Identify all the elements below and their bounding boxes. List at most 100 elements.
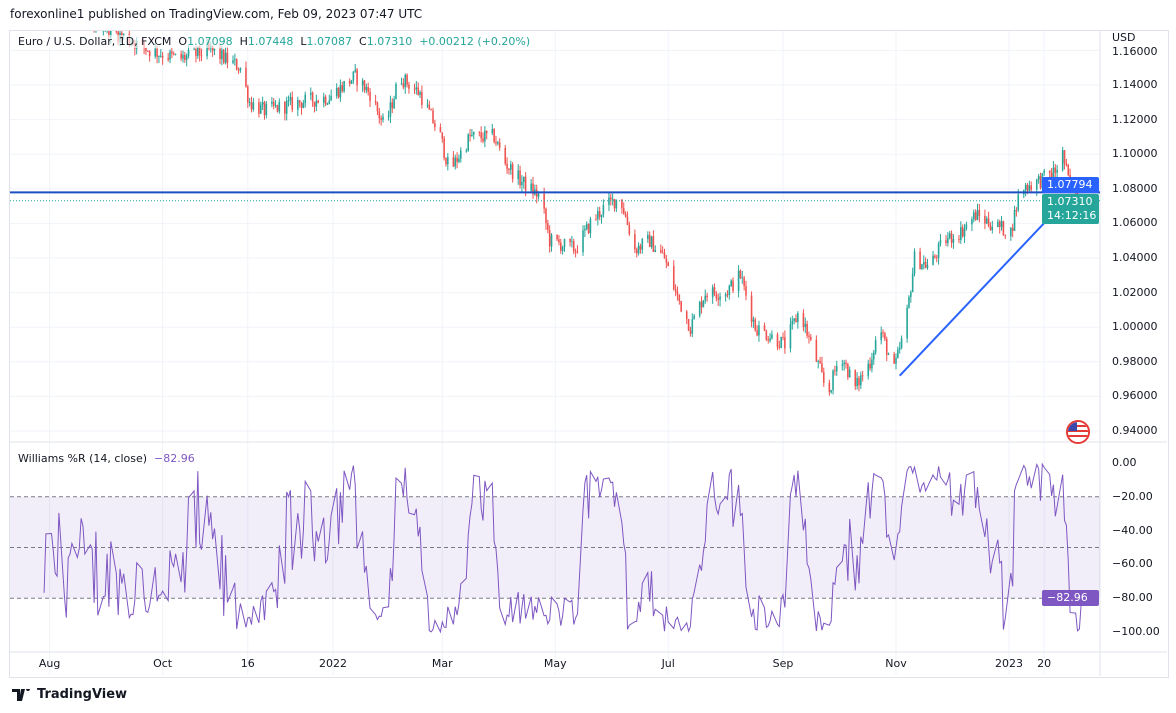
candle-body — [524, 176, 527, 191]
candle-body — [869, 363, 871, 369]
candle-body — [754, 319, 757, 331]
candle-body — [595, 218, 597, 220]
candle-body — [884, 333, 886, 340]
candle-body — [608, 197, 610, 205]
candle-body — [298, 100, 301, 103]
candle-body — [1002, 221, 1005, 236]
time-tick: Oct — [153, 657, 173, 670]
candle-body — [395, 84, 397, 100]
price-tick: 0.98000 — [1112, 354, 1158, 368]
candle-body — [97, 18, 99, 30]
candle-body — [1013, 210, 1016, 231]
candle-body — [971, 219, 973, 225]
candle-body — [91, 18, 93, 19]
candle-body — [452, 157, 455, 167]
candle-body — [237, 69, 240, 71]
candle-body — [45, 10, 47, 19]
candle-body — [624, 213, 627, 217]
candle-body — [93, 18, 95, 28]
candle-body — [197, 46, 199, 56]
candle-body — [1052, 167, 1055, 178]
candle-body — [750, 295, 753, 322]
candle-body — [704, 295, 707, 301]
candle-body — [698, 301, 701, 316]
indicator-name[interactable]: Williams %R (14, close) — [18, 452, 148, 465]
candle-body — [763, 325, 766, 331]
candle-body — [1015, 210, 1018, 211]
candle-body — [913, 251, 916, 274]
candle-body — [465, 150, 468, 152]
time-tick: 2022 — [319, 657, 347, 670]
time-tick: 16 — [240, 657, 255, 670]
candle-body — [484, 130, 486, 142]
candle-body — [974, 212, 977, 220]
candle-body — [841, 364, 844, 366]
candle-body — [687, 318, 690, 331]
candle-body — [169, 51, 171, 60]
candle-body — [378, 111, 381, 119]
candle-body — [854, 369, 857, 387]
candle-body — [1026, 184, 1029, 191]
candle-body — [154, 48, 157, 57]
candle-body — [58, 9, 60, 18]
candle-body — [628, 224, 631, 235]
candle-body — [509, 164, 512, 170]
candle-body — [367, 87, 369, 92]
candle-body — [847, 364, 849, 378]
candle-body — [374, 100, 377, 103]
currency-label: USD — [1112, 31, 1136, 44]
candle-body — [95, 18, 97, 28]
candle-body — [363, 80, 366, 91]
candle-body — [71, 17, 73, 19]
brand-name: TradingView — [37, 687, 128, 702]
candle-body — [984, 215, 986, 224]
candle-body — [802, 313, 805, 327]
candle-body — [1067, 164, 1070, 175]
candle-body — [400, 83, 403, 85]
symbol-name[interactable]: Euro / U.S. Dollar, 1D, FXCM — [18, 35, 172, 48]
candle-body — [887, 354, 890, 355]
candle-body — [369, 91, 371, 101]
candle-body — [706, 295, 708, 298]
candle-body — [856, 378, 858, 387]
candle-body — [406, 74, 408, 85]
candle-body — [417, 87, 419, 95]
candle-body — [1004, 235, 1007, 237]
candle-body — [691, 319, 694, 334]
candle-body — [250, 102, 253, 110]
candle-body — [148, 51, 151, 57]
candle-body — [563, 239, 566, 248]
candle-body — [900, 338, 903, 349]
candle-body — [1024, 184, 1027, 190]
candle-body — [1065, 163, 1068, 165]
candle-body — [491, 129, 494, 134]
candle-body — [647, 234, 649, 240]
candle-body — [676, 291, 679, 295]
candle-body — [195, 48, 197, 56]
candle-body — [158, 56, 160, 57]
tradingview-logo[interactable]: TradingView — [12, 687, 127, 702]
candle-body — [908, 296, 910, 308]
candle-body — [200, 55, 203, 57]
high-label: H — [239, 35, 248, 48]
candle-body — [963, 228, 966, 237]
candle-body — [972, 212, 975, 220]
candle-body — [808, 335, 810, 337]
candle-body — [248, 102, 251, 104]
candle-body — [950, 233, 953, 243]
candle-body — [741, 277, 744, 279]
candle-body — [185, 55, 188, 60]
indicator-tick: −40.00 — [1112, 523, 1153, 537]
candle-body — [572, 241, 575, 252]
candle-body — [508, 168, 510, 170]
candle-body — [871, 359, 873, 369]
candle-body — [343, 80, 345, 92]
candle-body — [467, 134, 469, 151]
candle-body — [365, 87, 368, 91]
us-flag-event-icon[interactable] — [1066, 420, 1090, 444]
candle-body — [259, 104, 262, 114]
time-tick: Nov — [885, 657, 907, 670]
candle-body — [1039, 176, 1042, 188]
low-label: L — [300, 35, 307, 48]
